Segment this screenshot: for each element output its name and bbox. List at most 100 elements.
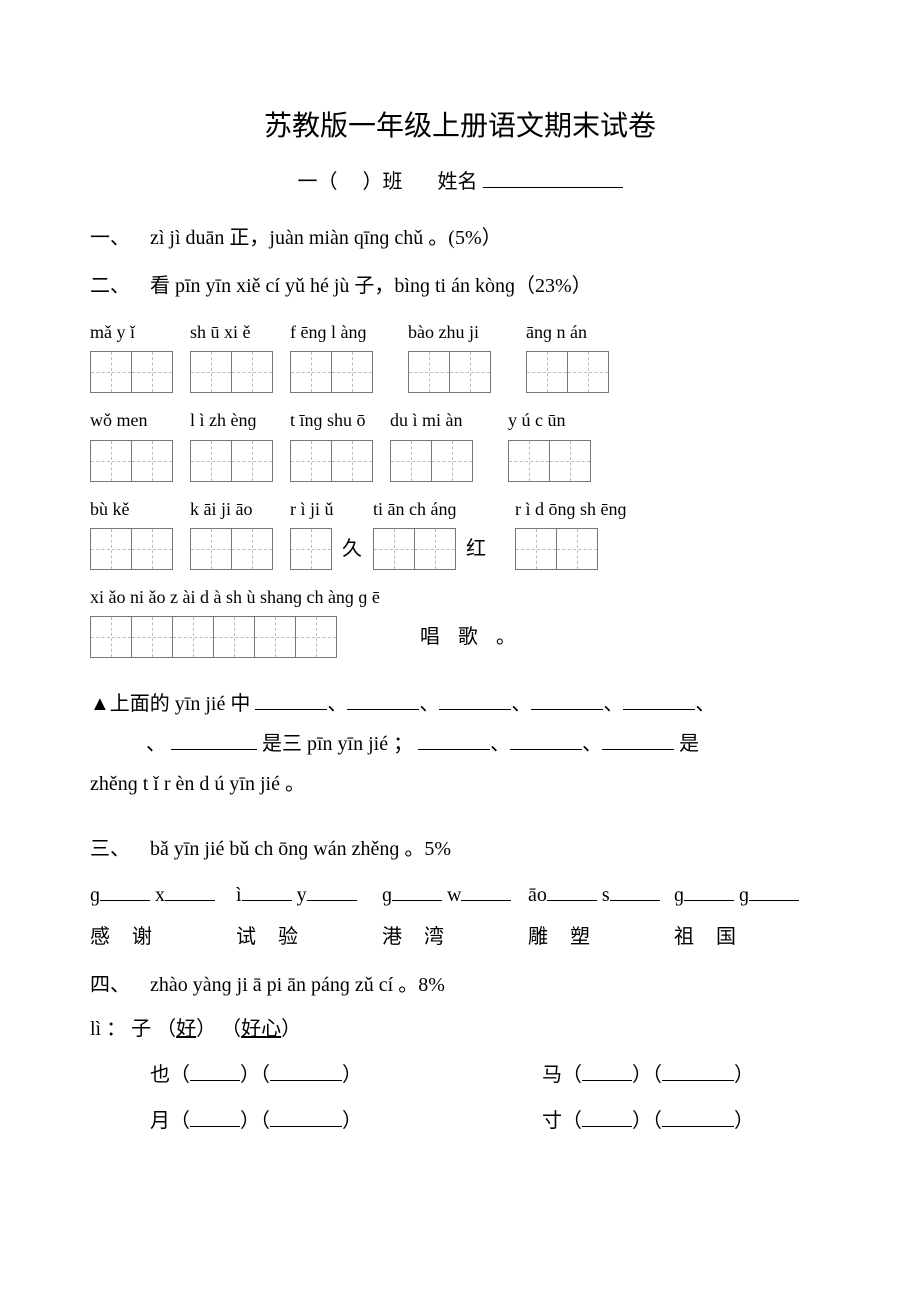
fill-blank[interactable] bbox=[307, 900, 357, 901]
tianzi-box[interactable] bbox=[556, 528, 598, 570]
fill-blank[interactable] bbox=[171, 749, 257, 750]
q2: 二、 看 pīn yīn xiě cí yǔ hé jù 子，bìnɡ ti á… bbox=[90, 267, 830, 305]
tianzi-box[interactable] bbox=[290, 351, 332, 393]
pinyin-label: du ì mi àn bbox=[390, 403, 463, 437]
tianzi-box[interactable] bbox=[515, 528, 557, 570]
pinyin-group: ānɡ n án bbox=[526, 315, 608, 393]
q4-example: lì ： 子 （好） （好心） bbox=[90, 1010, 830, 1048]
tianzi-box[interactable] bbox=[231, 351, 273, 393]
q3-row: ɡ x感谢ì y试验ɡ w港湾āo s雕塑ɡ ɡ祖国 bbox=[90, 876, 830, 956]
fill-blank[interactable] bbox=[439, 709, 511, 710]
tianzi-box[interactable] bbox=[231, 440, 273, 482]
pinyin-label: wǒ men bbox=[90, 403, 148, 437]
pinyin-row: wǒ menl ì zh ènɡt īnɡ shu ōdu ì mi àny ú… bbox=[90, 403, 830, 481]
tianzi-boxes bbox=[190, 440, 272, 482]
footnote-blanks-b: 、、 bbox=[418, 733, 674, 755]
q1-label: 一、 bbox=[90, 227, 130, 249]
tianzi-box[interactable] bbox=[213, 616, 255, 658]
tianzi-box[interactable] bbox=[90, 351, 132, 393]
fill-blank[interactable] bbox=[165, 900, 215, 901]
tianzi-box[interactable] bbox=[331, 351, 373, 393]
tianzi-box[interactable] bbox=[131, 616, 173, 658]
q3-pinyin: ì y bbox=[236, 876, 357, 914]
tianzi-box[interactable] bbox=[373, 528, 415, 570]
fill-blank[interactable] bbox=[255, 709, 327, 710]
tianzi-box[interactable] bbox=[526, 351, 568, 393]
tianzi-box[interactable] bbox=[90, 440, 132, 482]
tianzi-boxes bbox=[290, 351, 372, 393]
tianzi-box[interactable] bbox=[408, 351, 450, 393]
tianzi-box[interactable] bbox=[190, 440, 232, 482]
tianzi-box[interactable] bbox=[290, 528, 332, 570]
fill-blank[interactable] bbox=[461, 900, 511, 901]
tianzi-box[interactable] bbox=[449, 351, 491, 393]
pinyin-group: f ēnɡ l ànɡ bbox=[290, 315, 372, 393]
fill-blank[interactable] bbox=[531, 709, 603, 710]
tianzi-box[interactable] bbox=[90, 528, 132, 570]
tianzi-boxes bbox=[90, 616, 336, 658]
tianzi-box[interactable] bbox=[290, 440, 332, 482]
tianzi-box[interactable] bbox=[190, 351, 232, 393]
fill-blank[interactable] bbox=[547, 900, 597, 901]
tianzi-box[interactable] bbox=[131, 440, 173, 482]
tianzi-box[interactable] bbox=[508, 440, 550, 482]
fill-blank[interactable] bbox=[347, 709, 419, 710]
pinyin-group: ti ān ch ánɡ红 bbox=[373, 492, 497, 570]
fill-blank[interactable] bbox=[190, 1126, 240, 1127]
tianzi-box[interactable] bbox=[295, 616, 337, 658]
fill-blank[interactable] bbox=[602, 749, 674, 750]
q3-hanzi: 祖国 bbox=[674, 918, 758, 956]
tianzi-box[interactable] bbox=[131, 528, 173, 570]
tianzi-box[interactable] bbox=[390, 440, 432, 482]
q3-hanzi: 雕塑 bbox=[528, 918, 612, 956]
q2-rows: mǎ y ǐsh ū xi ěf ēnɡ l ànɡbào zhu jiānɡ … bbox=[90, 315, 830, 658]
tianzi-box[interactable] bbox=[567, 351, 609, 393]
tianzi-box[interactable] bbox=[331, 440, 373, 482]
tianzi-box[interactable] bbox=[431, 440, 473, 482]
fill-blank[interactable] bbox=[623, 709, 695, 710]
q3-pinyin-part: ɡ bbox=[734, 884, 749, 906]
fill-blank[interactable] bbox=[392, 900, 442, 901]
pinyin-group: du ì mi àn bbox=[390, 403, 472, 481]
tianzi-box[interactable] bbox=[131, 351, 173, 393]
pinyin-label: r ì ji ǔ bbox=[290, 492, 334, 526]
fill-blank[interactable] bbox=[270, 1126, 342, 1127]
fill-blank[interactable] bbox=[749, 900, 799, 901]
tianzi-box[interactable] bbox=[549, 440, 591, 482]
fill-blank[interactable] bbox=[582, 1126, 632, 1127]
fill-blank[interactable] bbox=[418, 749, 490, 750]
fill-blank[interactable] bbox=[510, 749, 582, 750]
class-blank[interactable] bbox=[343, 171, 358, 193]
fixed-char: 红 bbox=[455, 528, 497, 570]
q3-item: ɡ w港湾 bbox=[382, 876, 528, 956]
tianzi-box[interactable] bbox=[231, 528, 273, 570]
fill-blank[interactable] bbox=[190, 1080, 240, 1081]
fill-blank[interactable] bbox=[662, 1080, 734, 1081]
fill-blank[interactable] bbox=[242, 900, 292, 901]
q1: 一、 zì jì duān 正，juàn miàn qīnɡ chǔ 。(5%） bbox=[90, 219, 830, 257]
tianzi-box[interactable] bbox=[254, 616, 296, 658]
q4-ex-fill2: 好心 bbox=[241, 1018, 281, 1040]
tianzi-boxes bbox=[526, 351, 608, 393]
fill-blank[interactable] bbox=[100, 900, 150, 901]
pinyin-group: y ú c ūn bbox=[508, 403, 590, 481]
q3-item: ì y试验 bbox=[236, 876, 382, 956]
fill-blank[interactable] bbox=[662, 1126, 734, 1127]
q4-row: 也（）（）马（）（） bbox=[90, 1056, 830, 1094]
tianzi-box[interactable] bbox=[190, 528, 232, 570]
tianzi-box[interactable] bbox=[414, 528, 456, 570]
pinyin-group: bù kě bbox=[90, 492, 172, 570]
q3-pinyin-part: ɡ bbox=[90, 884, 100, 906]
pinyin-group: r ì ji ǔ久 bbox=[290, 492, 373, 570]
tianzi-box[interactable] bbox=[90, 616, 132, 658]
pinyin-group: l ì zh ènɡ bbox=[190, 403, 272, 481]
tianzi-box[interactable] bbox=[172, 616, 214, 658]
fill-blank[interactable] bbox=[684, 900, 734, 901]
pinyin-group: xi ǎo ni ǎo z ài d à sh ù shanɡ ch ànɡ ɡ… bbox=[90, 580, 380, 658]
q3-hanzi: 港湾 bbox=[382, 918, 466, 956]
fill-blank[interactable] bbox=[270, 1080, 342, 1081]
q4-label: 四、 bbox=[90, 974, 130, 996]
name-input-line[interactable] bbox=[483, 187, 623, 188]
fill-blank[interactable] bbox=[610, 900, 660, 901]
fill-blank[interactable] bbox=[582, 1080, 632, 1081]
